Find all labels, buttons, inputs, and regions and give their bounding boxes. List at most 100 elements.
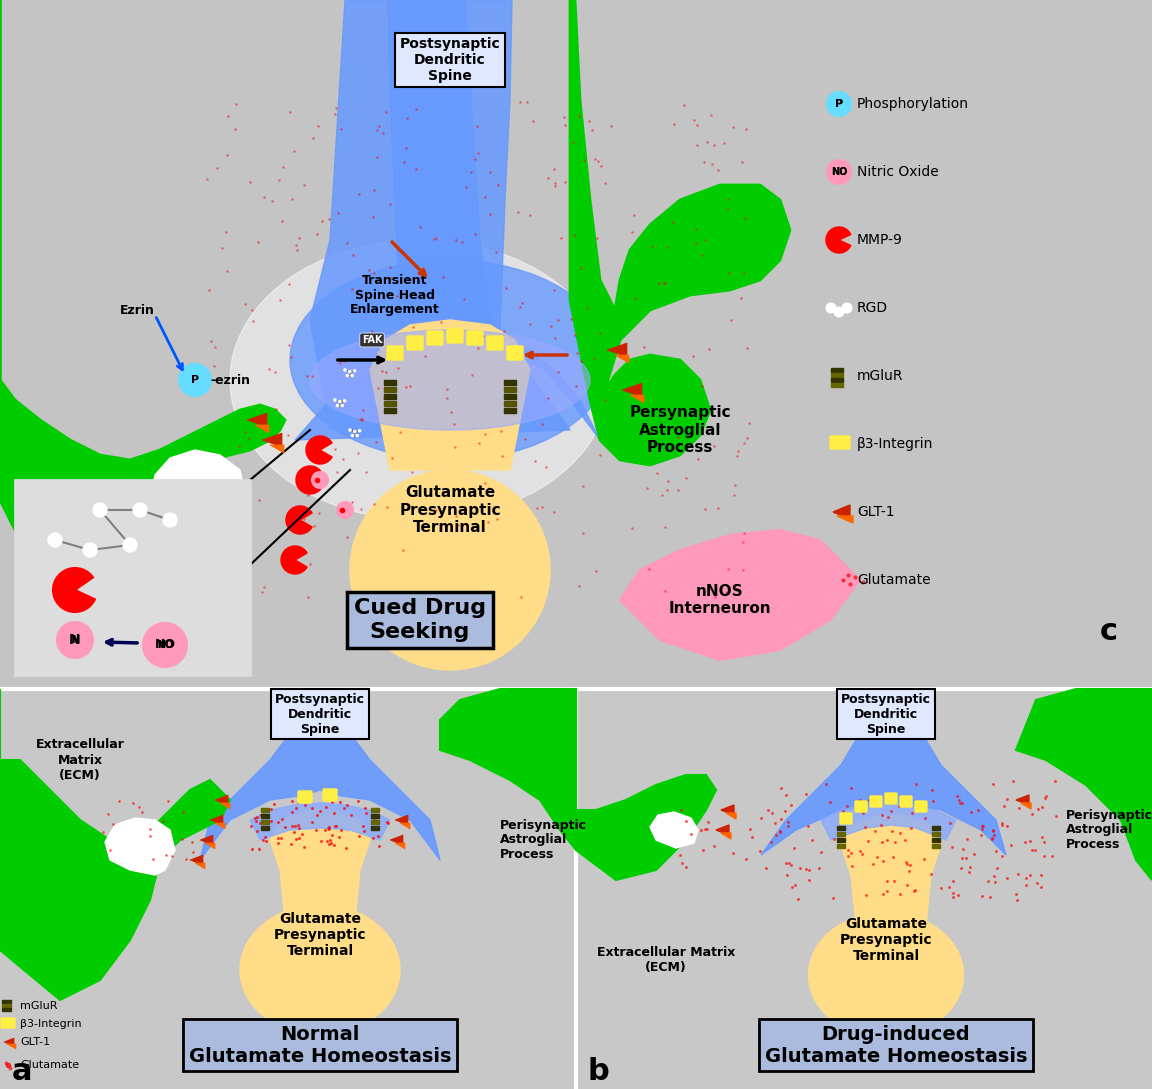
Text: Transient
Spine Head
Enlargement: Transient Spine Head Enlargement — [350, 273, 440, 317]
FancyBboxPatch shape — [840, 813, 852, 824]
Text: -ezrin: -ezrin — [210, 374, 250, 387]
Bar — [262, 820, 270, 824]
Ellipse shape — [310, 330, 590, 430]
Polygon shape — [630, 395, 644, 403]
Ellipse shape — [240, 905, 400, 1035]
Bar — [371, 808, 379, 812]
Polygon shape — [721, 833, 732, 839]
Polygon shape — [370, 320, 530, 470]
FancyBboxPatch shape — [427, 331, 444, 345]
Polygon shape — [717, 825, 729, 835]
Bar — [831, 374, 843, 377]
Polygon shape — [620, 530, 861, 660]
Text: Drug-induced
Glutamate Homeostasis: Drug-induced Glutamate Homeostasis — [765, 1025, 1028, 1065]
Text: mGluR: mGluR — [20, 1001, 58, 1011]
Polygon shape — [440, 689, 576, 851]
FancyBboxPatch shape — [407, 337, 423, 350]
Polygon shape — [270, 810, 370, 920]
Circle shape — [343, 400, 346, 402]
Circle shape — [351, 375, 354, 377]
Text: NO: NO — [157, 640, 173, 650]
Polygon shape — [250, 803, 391, 840]
Bar — [384, 394, 396, 399]
Polygon shape — [255, 425, 270, 433]
Bar — [371, 825, 379, 830]
Polygon shape — [7, 1044, 16, 1049]
Wedge shape — [296, 466, 323, 494]
Polygon shape — [391, 835, 403, 845]
Text: Glutamate
Presynaptic
Terminal: Glutamate Presynaptic Terminal — [400, 485, 501, 535]
Bar — [262, 825, 270, 830]
Bar — [838, 825, 846, 830]
Text: NO: NO — [831, 167, 847, 178]
Text: β3-Integrin: β3-Integrin — [20, 1019, 82, 1029]
Polygon shape — [761, 689, 1006, 855]
Text: Persynaptic
Astroglial
Process: Persynaptic Astroglial Process — [629, 405, 730, 455]
Polygon shape — [576, 689, 717, 880]
Text: P: P — [835, 99, 843, 109]
Polygon shape — [726, 813, 736, 819]
Polygon shape — [838, 516, 852, 523]
Text: Glutamate
Presynaptic
Terminal: Glutamate Presynaptic Terminal — [274, 911, 366, 958]
Polygon shape — [270, 445, 285, 453]
FancyBboxPatch shape — [870, 796, 882, 807]
Circle shape — [48, 533, 62, 547]
Text: NO: NO — [154, 638, 175, 651]
Bar — [838, 839, 846, 842]
Circle shape — [56, 622, 93, 658]
Text: Cued Drug
Seeking: Cued Drug Seeking — [354, 598, 486, 641]
Circle shape — [347, 375, 349, 377]
Polygon shape — [841, 815, 941, 925]
Text: MMP-9: MMP-9 — [857, 233, 903, 247]
Polygon shape — [295, 0, 600, 440]
Polygon shape — [200, 689, 440, 860]
Bar — [262, 808, 270, 812]
Bar — [838, 844, 846, 848]
Text: N: N — [69, 633, 81, 647]
Circle shape — [339, 401, 341, 403]
Circle shape — [132, 503, 147, 517]
Polygon shape — [215, 795, 228, 805]
Polygon shape — [615, 355, 629, 363]
Polygon shape — [150, 450, 245, 525]
Polygon shape — [0, 689, 230, 1000]
FancyBboxPatch shape — [15, 480, 250, 675]
Text: c: c — [1100, 617, 1117, 646]
Circle shape — [827, 160, 851, 184]
FancyBboxPatch shape — [387, 346, 403, 360]
Bar — [932, 825, 940, 830]
Text: P: P — [835, 99, 843, 109]
Polygon shape — [262, 433, 282, 446]
Polygon shape — [607, 343, 627, 357]
Text: Extracellular Matrix
(ECM): Extracellular Matrix (ECM) — [597, 946, 735, 974]
FancyBboxPatch shape — [467, 331, 483, 345]
FancyBboxPatch shape — [829, 436, 850, 449]
Polygon shape — [650, 812, 698, 848]
Circle shape — [349, 429, 351, 431]
Polygon shape — [395, 815, 408, 825]
Polygon shape — [721, 805, 734, 815]
FancyBboxPatch shape — [915, 802, 927, 812]
FancyBboxPatch shape — [900, 796, 912, 807]
Polygon shape — [195, 862, 205, 869]
Circle shape — [143, 623, 187, 666]
Polygon shape — [200, 835, 213, 845]
Bar — [932, 844, 940, 848]
Circle shape — [826, 303, 836, 313]
Bar — [505, 408, 516, 413]
Bar — [505, 380, 516, 386]
Text: a: a — [12, 1057, 32, 1086]
Polygon shape — [388, 0, 511, 330]
FancyBboxPatch shape — [298, 791, 312, 803]
FancyBboxPatch shape — [507, 346, 523, 360]
Text: nNOS
Interneuron: nNOS Interneuron — [668, 584, 772, 616]
Bar — [384, 380, 396, 386]
Polygon shape — [833, 505, 850, 519]
Bar — [831, 383, 843, 387]
Circle shape — [842, 303, 852, 313]
Wedge shape — [306, 436, 332, 464]
FancyBboxPatch shape — [885, 793, 897, 804]
Bar — [831, 378, 843, 382]
Circle shape — [343, 369, 347, 371]
Bar — [932, 839, 940, 842]
